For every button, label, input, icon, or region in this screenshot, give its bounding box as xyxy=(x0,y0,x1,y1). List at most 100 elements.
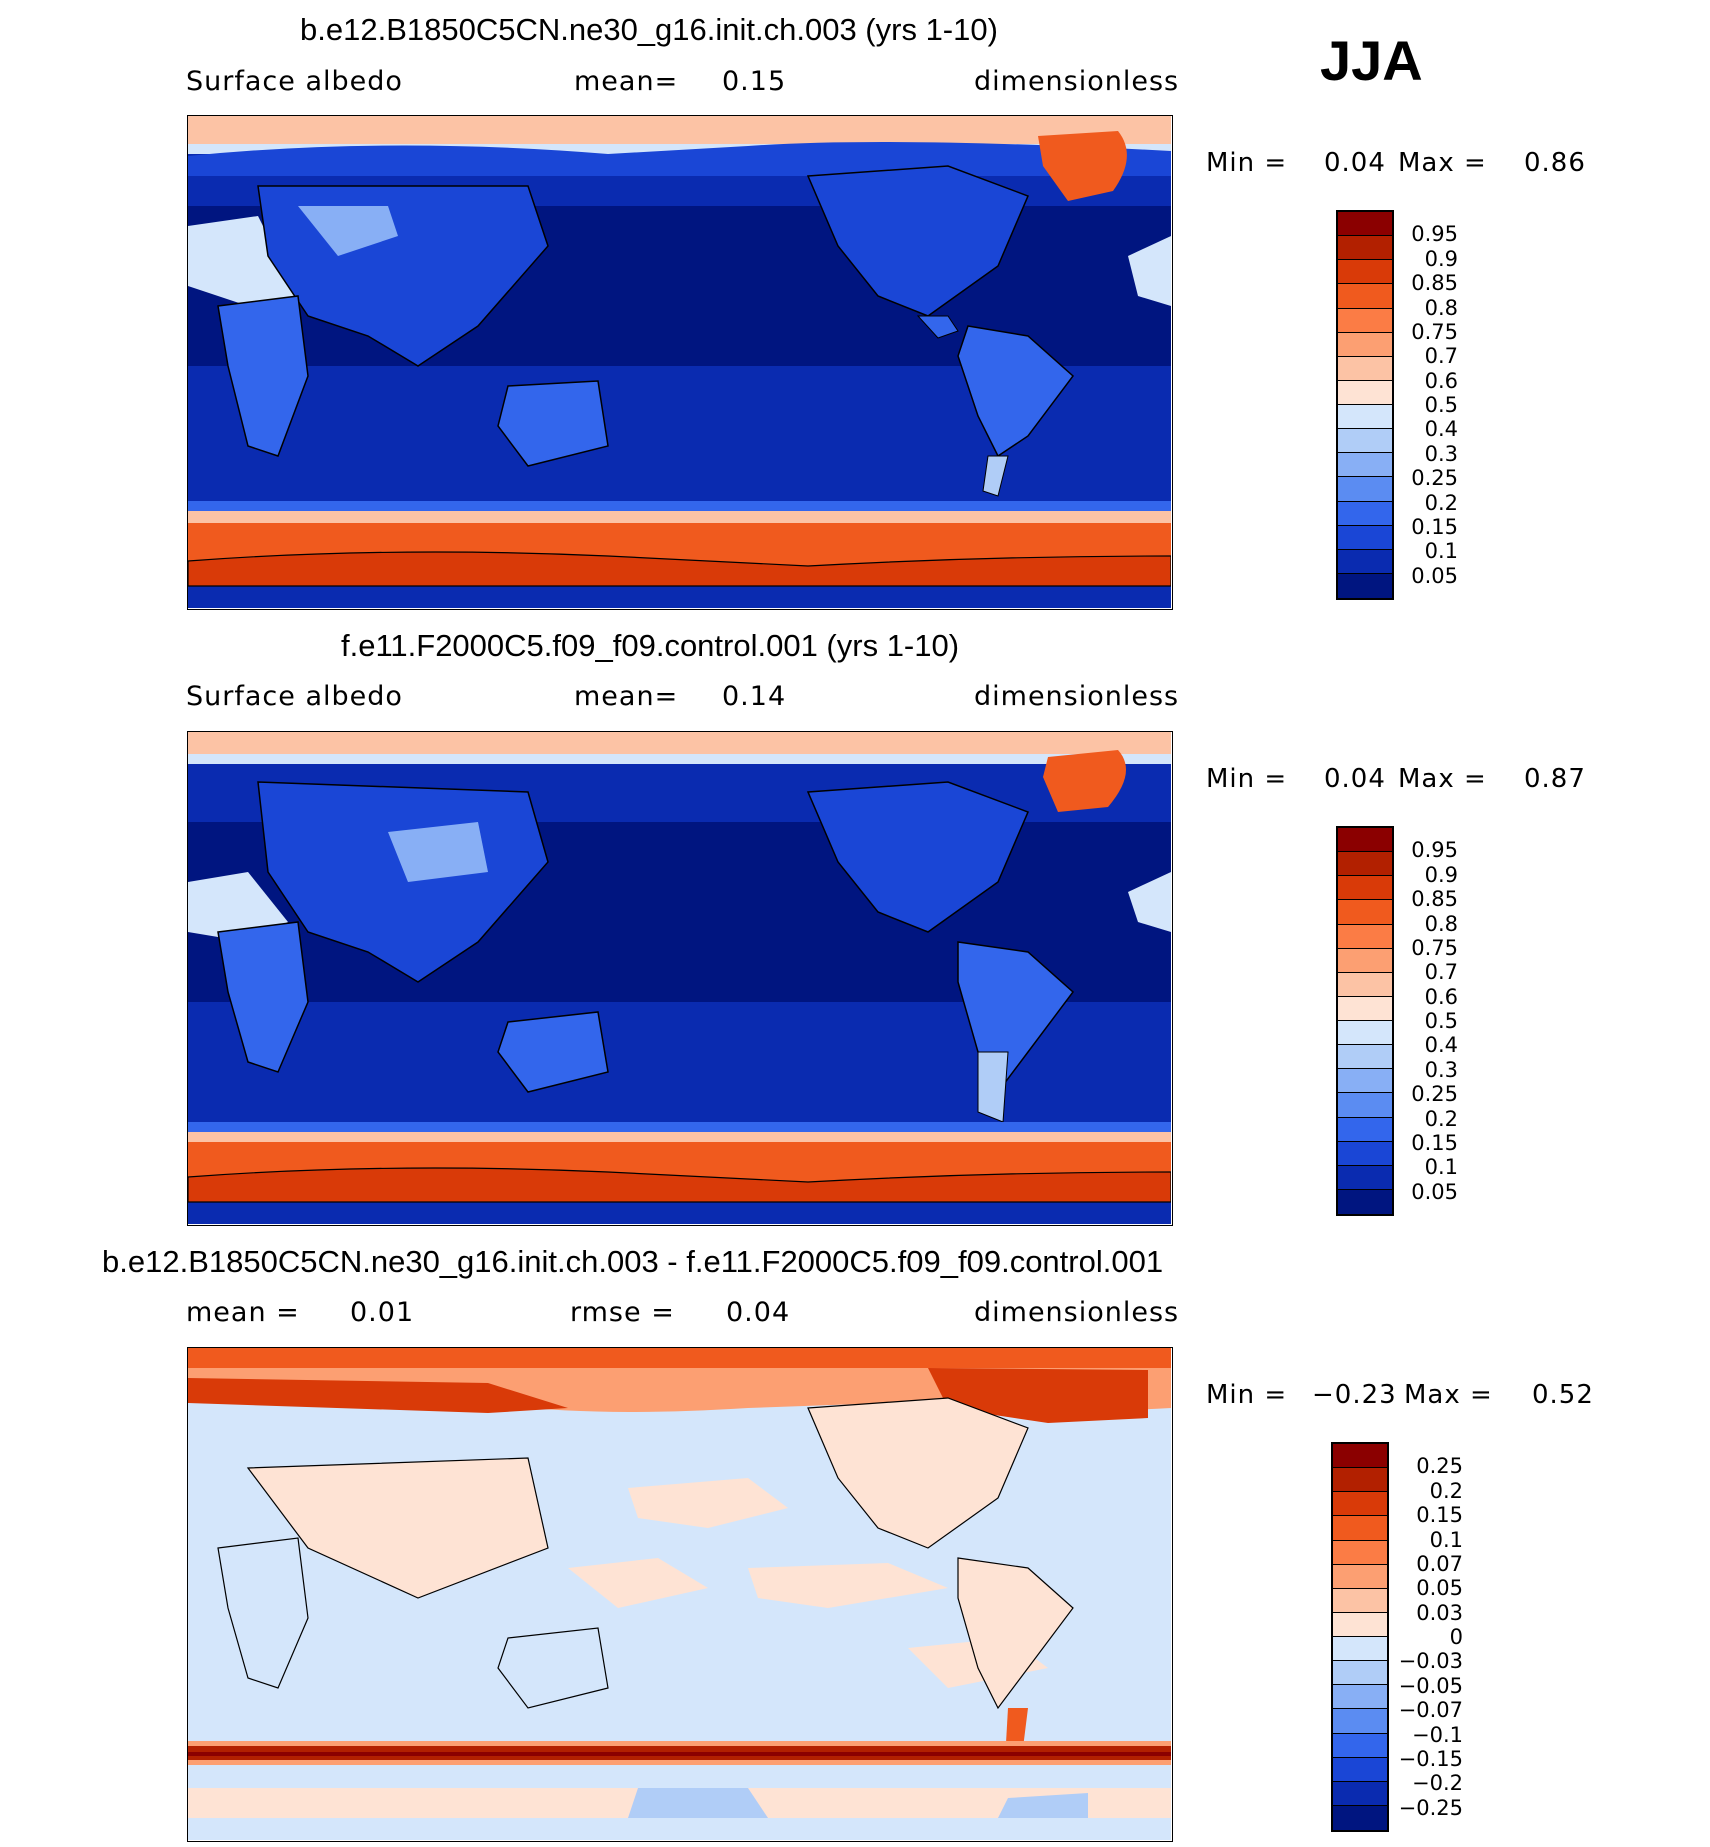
colorbar-tick-label: 0.15 xyxy=(1411,514,1458,539)
colorbar-tick-label: 0.1 xyxy=(1424,539,1458,564)
panel1-mean-value: 0.15 xyxy=(722,66,787,97)
panel2-max-value: 0.87 xyxy=(1524,764,1586,794)
colorbar-tick-label: 0.6 xyxy=(1424,368,1458,393)
colorbar-swatch xyxy=(1338,1189,1392,1214)
colorbar-tick-label: 0.7 xyxy=(1424,960,1458,985)
panel1-min-value: 0.04 xyxy=(1324,148,1386,178)
colorbar-swatch xyxy=(1338,525,1392,550)
colorbar-tick-label: 0.9 xyxy=(1424,246,1458,271)
panel3-rmse-label: rmse = xyxy=(570,1297,675,1328)
panel2-colorbar xyxy=(1336,826,1394,1216)
panel3-mean-label: mean = xyxy=(186,1297,300,1328)
colorbar-swatch xyxy=(1338,996,1392,1021)
colorbar-swatch xyxy=(1338,972,1392,997)
colorbar-tick-label: 0.03 xyxy=(1416,1600,1463,1625)
colorbar-swatch xyxy=(1333,1661,1387,1686)
season-label: JJA xyxy=(1320,29,1423,92)
colorbar-swatch xyxy=(1338,1069,1392,1094)
colorbar-swatch xyxy=(1338,260,1392,285)
colorbar-swatch xyxy=(1338,380,1392,405)
colorbar-tick-label: 0.1 xyxy=(1429,1527,1463,1552)
colorbar-tick-label: 0.2 xyxy=(1424,1106,1458,1131)
colorbar-tick-label: −0.1 xyxy=(1412,1722,1463,1747)
panel1-max-label: Max = xyxy=(1398,148,1487,178)
panel1-map xyxy=(187,115,1173,610)
colorbar-swatch xyxy=(1338,573,1392,598)
panel2-max-label: Max = xyxy=(1398,764,1487,794)
colorbar-swatch xyxy=(1333,1588,1387,1613)
colorbar-tick-label: 0.3 xyxy=(1424,1057,1458,1082)
colorbar-swatch xyxy=(1333,1612,1387,1637)
colorbar-swatch xyxy=(1338,924,1392,949)
panel3-min-value: −0.23 xyxy=(1312,1380,1397,1410)
colorbar-tick-label: 0.05 xyxy=(1411,563,1458,588)
colorbar-tick-label: 0.2 xyxy=(1429,1478,1463,1503)
colorbar-swatch xyxy=(1338,284,1392,309)
panel1-units: dimensionless xyxy=(974,66,1180,97)
colorbar-swatch xyxy=(1338,852,1392,877)
colorbar-swatch xyxy=(1338,948,1392,973)
colorbar-swatch xyxy=(1338,900,1392,925)
colorbar-tick-label: 0.3 xyxy=(1424,441,1458,466)
colorbar-swatch xyxy=(1333,1781,1387,1806)
colorbar-swatch xyxy=(1338,332,1392,357)
colorbar-swatch xyxy=(1333,1733,1387,1758)
colorbar-tick-label: 0.1 xyxy=(1424,1155,1458,1180)
colorbar-tick-label: 0.75 xyxy=(1411,935,1458,960)
colorbar-tick-label: 0.95 xyxy=(1411,838,1458,863)
panel1-map-plot xyxy=(188,116,1171,608)
colorbar-swatch xyxy=(1338,1117,1392,1142)
colorbar-tick-label: 0.8 xyxy=(1424,295,1458,320)
colorbar-tick-label: 0.5 xyxy=(1424,393,1458,417)
panel3-mean-value: 0.01 xyxy=(350,1297,415,1328)
panel3-max-label: Max = xyxy=(1404,1380,1493,1410)
panel2-mean-value: 0.14 xyxy=(722,681,787,712)
panel1-min-label: Min = xyxy=(1206,148,1288,178)
panel3-min-label: Min = xyxy=(1206,1380,1288,1410)
panel2-colorbar-labels: 0.95 0.9 0.85 0.8 0.75 0.7 0.6 0.5 0.4 0.3 0.25 0.2… xyxy=(1400,826,1458,1216)
panel1-mean-label: mean= xyxy=(574,66,679,97)
colorbar-tick-label: −0.05 xyxy=(1398,1673,1463,1698)
colorbar-tick-label: 0 xyxy=(1449,1625,1463,1649)
colorbar-tick-label: 0.25 xyxy=(1416,1454,1463,1479)
colorbar-swatch xyxy=(1338,453,1392,478)
colorbar-tick-label: −0.03 xyxy=(1398,1649,1463,1674)
panel3-max-value: 0.52 xyxy=(1532,1380,1594,1410)
colorbar-swatch xyxy=(1333,1468,1387,1493)
colorbar-tick-label: 0.4 xyxy=(1424,1033,1458,1058)
colorbar-swatch xyxy=(1333,1709,1387,1734)
colorbar-swatch xyxy=(1338,1045,1392,1070)
panel1-colorbar xyxy=(1336,210,1394,600)
panel2-mean-label: mean= xyxy=(574,681,679,712)
panel2-min-label: Min = xyxy=(1206,764,1288,794)
colorbar-swatch xyxy=(1338,549,1392,574)
panel3-units: dimensionless xyxy=(974,1297,1180,1328)
colorbar-tick-label: −0.25 xyxy=(1398,1795,1463,1820)
colorbar-swatch xyxy=(1338,828,1392,853)
panel2-title: f.e11.F2000C5.f09_f09.control.001 (yrs 1… xyxy=(341,628,960,663)
colorbar-swatch xyxy=(1338,876,1392,901)
colorbar-swatch xyxy=(1338,477,1392,502)
panel3-map xyxy=(187,1347,1173,1842)
colorbar-swatch xyxy=(1338,1165,1392,1190)
colorbar-swatch xyxy=(1338,236,1392,261)
colorbar-tick-label: 0.8 xyxy=(1424,911,1458,936)
colorbar-swatch xyxy=(1338,429,1392,454)
panel1-max-value: 0.86 xyxy=(1524,148,1586,178)
colorbar-swatch xyxy=(1338,405,1392,430)
colorbar-tick-label: 0.07 xyxy=(1416,1551,1463,1576)
colorbar-tick-label: −0.07 xyxy=(1398,1698,1463,1723)
colorbar-swatch xyxy=(1333,1757,1387,1782)
colorbar-tick-label: 0.75 xyxy=(1411,319,1458,344)
colorbar-tick-label: −0.2 xyxy=(1412,1771,1463,1796)
colorbar-tick-label: 0.5 xyxy=(1424,1009,1458,1033)
colorbar-swatch xyxy=(1338,356,1392,381)
colorbar-swatch xyxy=(1333,1516,1387,1541)
panel1-colorbar-labels: 0.95 0.9 0.85 0.8 0.75 0.7 0.6 0.5 0.4 0.3 0.25 0.2… xyxy=(1400,210,1458,600)
colorbar-tick-label: −0.15 xyxy=(1398,1746,1463,1771)
colorbar-swatch xyxy=(1333,1637,1387,1662)
colorbar-swatch xyxy=(1338,212,1392,237)
colorbar-swatch xyxy=(1333,1685,1387,1710)
panel2-units: dimensionless xyxy=(974,681,1180,712)
panel3-colorbar xyxy=(1331,1442,1389,1832)
